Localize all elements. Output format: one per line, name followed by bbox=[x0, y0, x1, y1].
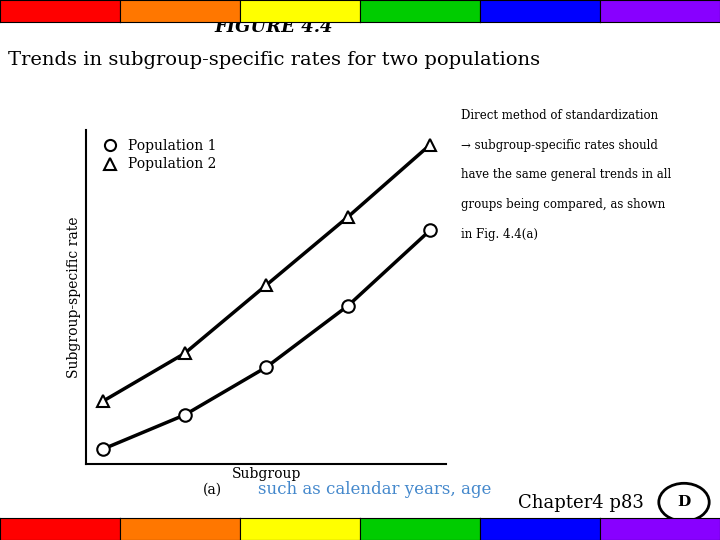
Text: have the same general trends in all: have the same general trends in all bbox=[461, 168, 671, 181]
X-axis label: Subgroup: Subgroup bbox=[232, 467, 301, 481]
Text: groups being compared, as shown: groups being compared, as shown bbox=[461, 198, 665, 211]
Text: such as calendar years, age: such as calendar years, age bbox=[258, 481, 491, 498]
Y-axis label: Subgroup-specific rate: Subgroup-specific rate bbox=[67, 216, 81, 378]
Text: Trends in subgroup-specific rates for two populations: Trends in subgroup-specific rates for tw… bbox=[7, 51, 540, 69]
Text: Chapter4 p83: Chapter4 p83 bbox=[518, 494, 644, 511]
Text: (a): (a) bbox=[203, 483, 222, 497]
Text: D: D bbox=[678, 495, 690, 509]
Legend: Population 1, Population 2: Population 1, Population 2 bbox=[94, 137, 220, 174]
Text: Direct method of standardization: Direct method of standardization bbox=[461, 109, 658, 122]
Text: → subgroup-specific rates should: → subgroup-specific rates should bbox=[461, 138, 657, 152]
Text: FIGURE 4.4: FIGURE 4.4 bbox=[215, 18, 333, 36]
Text: in Fig. 4.4(a): in Fig. 4.4(a) bbox=[461, 227, 538, 241]
